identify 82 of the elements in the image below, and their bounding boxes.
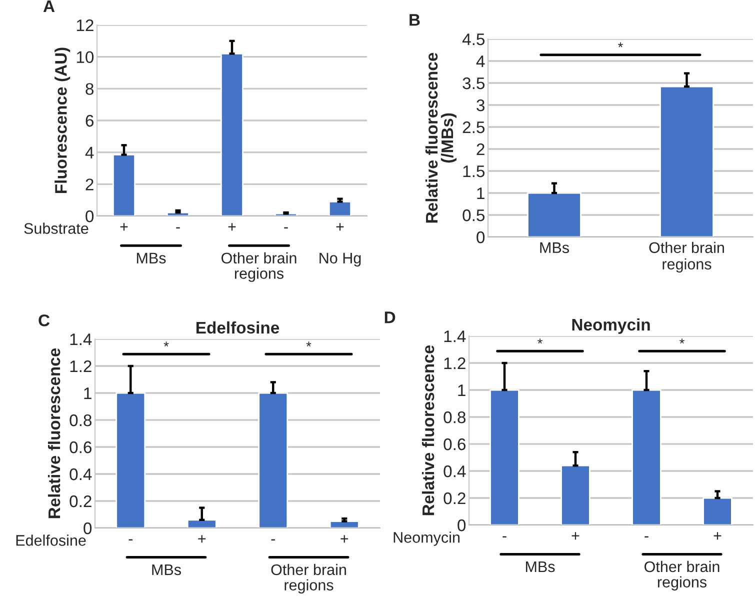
chart-title: Edelfosine <box>196 321 280 334</box>
y-tick-label: 0.4 <box>444 465 466 478</box>
y-tick-label: 1 <box>458 384 466 396</box>
x-tick-label: + <box>714 532 722 540</box>
x-tick-label: - <box>502 536 506 538</box>
chart-title: Neomycin <box>572 318 650 334</box>
y-axis-title: Fluorescence (AU) <box>54 48 70 194</box>
y-tick-label: 1.5 <box>463 166 485 178</box>
x-tick-label: + <box>120 223 128 231</box>
annotation: * <box>680 338 684 344</box>
bar <box>490 389 520 525</box>
text: MBs <box>526 561 555 572</box>
y-tick-label: 2 <box>476 143 484 156</box>
bar <box>112 154 136 216</box>
y-tick-label: 3 <box>476 99 484 112</box>
y-tick-label: 0 <box>86 210 94 222</box>
bar <box>329 520 360 528</box>
text: A <box>43 0 55 12</box>
text: Neomycin <box>394 532 460 546</box>
text: MBs <box>136 252 166 264</box>
bar <box>328 200 352 216</box>
y-tick-label: 8 <box>86 83 94 95</box>
y-tick-label: 1.4 <box>444 330 466 342</box>
annotation: * <box>618 42 623 48</box>
y-tick-label: 3.5 <box>462 77 485 90</box>
bar <box>560 464 590 525</box>
text: D <box>384 312 396 324</box>
bar <box>220 52 244 216</box>
x-tick-label: + <box>336 223 344 231</box>
text: MBs <box>152 564 181 576</box>
y-tick-label: 0.2 <box>444 492 466 504</box>
annotation: * <box>164 342 169 347</box>
text: Other brain regions <box>271 564 346 594</box>
x-tick-label: + <box>340 535 348 543</box>
text: Edelfosine <box>16 534 86 546</box>
y-tick-label: 1 <box>84 388 92 400</box>
y-tick-label: 0.8 <box>70 414 92 426</box>
y-tick-label: 10 <box>76 51 94 64</box>
text: C <box>38 314 50 326</box>
text: No Hg <box>320 252 361 267</box>
y-tick-label: 0.2 <box>70 495 92 508</box>
bar <box>702 497 732 525</box>
annotation: * <box>306 342 312 347</box>
bar <box>116 392 146 528</box>
x-tick-label: - <box>176 227 180 228</box>
y-axis-title: Relative fluorescence (/MBs) <box>425 52 456 223</box>
y-tick-label: 1 <box>477 188 484 200</box>
y-tick-label: 2 <box>86 178 94 190</box>
annotation: * <box>538 338 542 344</box>
y-axis-title: Relative fluorescence <box>48 348 60 518</box>
x-tick-label: + <box>572 532 580 540</box>
x-tick-label: Other brain regions <box>649 242 724 273</box>
x-tick-label: - <box>284 227 288 228</box>
y-tick-label: 0.8 <box>444 411 466 424</box>
y-tick-label: 4.5 <box>462 34 485 46</box>
y-tick-label: 0.6 <box>70 441 92 454</box>
y-tick-label: 0 <box>84 522 92 534</box>
text: Substrate <box>24 222 88 234</box>
y-tick-label: 1.2 <box>70 360 92 372</box>
bar <box>632 389 662 525</box>
x-tick-label: + <box>198 535 206 543</box>
text: Other brain regions <box>644 560 720 590</box>
y-tick-label: 0 <box>458 519 466 532</box>
x-tick-label: + <box>228 223 236 231</box>
y-tick-label: 1.4 <box>70 334 92 346</box>
y-tick-label: 0.4 <box>70 468 92 480</box>
y-tick-label: 12 <box>76 19 94 32</box>
x-tick-label: - <box>644 536 648 538</box>
y-axis-title: Relative fluorescence <box>422 345 434 516</box>
y-tick-label: 4 <box>85 146 94 158</box>
bar <box>186 519 217 528</box>
bar <box>258 392 288 528</box>
y-tick-label: 2.5 <box>462 121 485 134</box>
x-tick-label: - <box>271 539 275 540</box>
y-tick-label: 6 <box>86 114 94 127</box>
y-tick-label: 0 <box>476 231 485 244</box>
y-tick-label: 0.6 <box>444 438 466 450</box>
x-tick-label: - <box>128 539 132 540</box>
y-tick-label: 0.5 <box>462 209 485 222</box>
text: B <box>410 14 420 26</box>
y-tick-label: 4 <box>476 56 485 68</box>
y-tick-label: 1.2 <box>444 357 466 370</box>
